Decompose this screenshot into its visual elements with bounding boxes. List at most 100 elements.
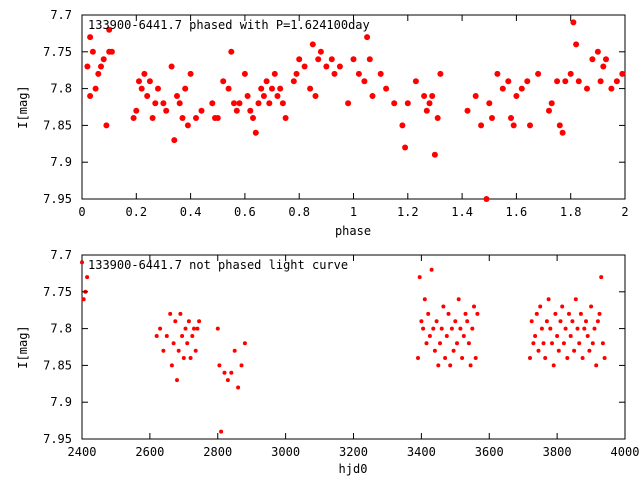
phased-xtick-label: 0 (78, 205, 85, 219)
phased-data-point (247, 107, 254, 114)
unphased-data-point (582, 326, 587, 331)
phased-plot-title: 133900-6441.7 phased with P=1.624100day (88, 18, 370, 32)
phased-plot: 0 0.2 0.4 0.6 0.8 1 1.2 1.4 1.6 1.8 2 7.7 7.75 7.8 7.8… (16, 8, 629, 238)
phased-data-point (274, 93, 281, 99)
phased-data-point (141, 70, 148, 77)
phased-data-point (434, 115, 441, 121)
phased-data-point (412, 78, 419, 85)
phased-data-point (244, 93, 251, 99)
phased-data-point (263, 78, 270, 85)
unphased-data-point (453, 319, 458, 324)
unphased-data-point (424, 341, 429, 346)
unphased-data-point (416, 356, 420, 360)
phased-data-point (182, 85, 189, 92)
phased-data-point (136, 78, 142, 85)
phased-data-point (423, 107, 430, 114)
phased-data-point (95, 70, 102, 77)
phased-data-point (279, 100, 286, 107)
unphased-data-point (158, 326, 163, 331)
unphased-data-point (468, 363, 473, 368)
unphased-data-point (551, 363, 556, 368)
unphased-data-point (239, 363, 244, 368)
phased-data-point (608, 85, 615, 92)
phased-data-point (187, 70, 194, 77)
phased-xtick-label: 1.2 (397, 205, 419, 219)
unphased-data-point (475, 311, 480, 316)
phased-data-point (437, 70, 444, 77)
phased-data-point (252, 129, 259, 136)
phased-data-point (209, 100, 216, 107)
unphased-data-point (580, 356, 585, 360)
unphased-data-point (563, 326, 568, 331)
phased-data-point (499, 85, 506, 92)
phased-data-point (562, 78, 569, 85)
phased-data-point (546, 107, 552, 114)
unphased-data-point (176, 348, 181, 353)
unphased-data-point (429, 267, 434, 272)
phased-data-point (138, 85, 145, 92)
phased-plot-xlabel: phase (335, 224, 371, 238)
phased-data-point (89, 48, 96, 55)
phased-plot-axes: 0 0.2 0.4 0.6 0.8 1 1.2 1.4 1.6 1.8 2 7.7 7.75 7.8 7.8… (43, 8, 629, 219)
unphased-data-point (555, 334, 560, 338)
unphased-data-point (466, 341, 471, 346)
unphased-data-point (544, 319, 549, 324)
phased-data-point (431, 151, 438, 158)
unphased-xtick-label: 3800 (543, 445, 572, 459)
phased-data-point (296, 56, 303, 63)
unphased-data-point (448, 363, 453, 368)
unphased-data-point (432, 348, 437, 353)
unphased-data-point (173, 319, 178, 324)
phased-data-point (198, 107, 205, 114)
phased-data-point (350, 56, 357, 63)
phased-data-point (489, 115, 495, 121)
unphased-data-point (197, 319, 202, 324)
phased-xtick-label: 0.4 (180, 205, 202, 219)
unphased-data-point (193, 348, 198, 353)
phased-data-point (163, 107, 170, 114)
unphased-data-point (164, 334, 169, 338)
unphased-data-point (584, 319, 588, 324)
phased-data-point (603, 56, 609, 63)
unphased-data-point (169, 363, 174, 368)
phased-data-point (597, 78, 604, 85)
unphased-data-point (561, 341, 566, 346)
phased-data-point (483, 196, 490, 202)
phased-data-point (184, 122, 191, 129)
unphased-data-point (531, 341, 536, 346)
phased-xtick-label: 1.8 (560, 205, 582, 219)
phased-xtick-label: 1.4 (451, 205, 473, 219)
phased-ytick-label: 7.9 (50, 155, 72, 169)
unphased-plot-title: 133900-6441.7 not phased light curve (88, 258, 348, 272)
phased-data-point (464, 107, 471, 114)
unphased-ytick-label: 7.7 (50, 248, 72, 262)
unphased-data-point (534, 311, 539, 316)
phased-ytick-label: 7.7 (50, 8, 72, 22)
phased-data-point (429, 93, 436, 99)
phased-xtick-label: 0.8 (288, 205, 310, 219)
phased-data-point (548, 100, 555, 107)
phased-data-point (364, 34, 371, 41)
unphased-data-point (161, 348, 166, 353)
unphased-ytick-label: 7.75 (43, 285, 72, 299)
phased-data-point (84, 63, 91, 70)
unphased-data-point (472, 304, 476, 309)
unphased-data-point (190, 334, 195, 338)
phased-data-point (518, 85, 525, 92)
unphased-data-point (589, 304, 594, 309)
phased-data-point (535, 70, 542, 77)
unphased-data-point (470, 326, 475, 331)
phased-data-point (508, 115, 514, 121)
phased-data-point (260, 93, 267, 99)
phased-data-point (160, 100, 167, 107)
unphased-data-point (594, 363, 599, 368)
unphased-data-point (215, 326, 220, 331)
unphased-data-point (186, 319, 191, 324)
phased-data-point (383, 85, 390, 92)
phased-data-point (146, 78, 153, 85)
phased-ytick-label: 7.8 (50, 82, 72, 96)
phased-data-point (250, 115, 256, 121)
unphased-data-point (439, 326, 444, 331)
unphased-data-point (444, 334, 449, 338)
unphased-data-point (217, 363, 222, 368)
